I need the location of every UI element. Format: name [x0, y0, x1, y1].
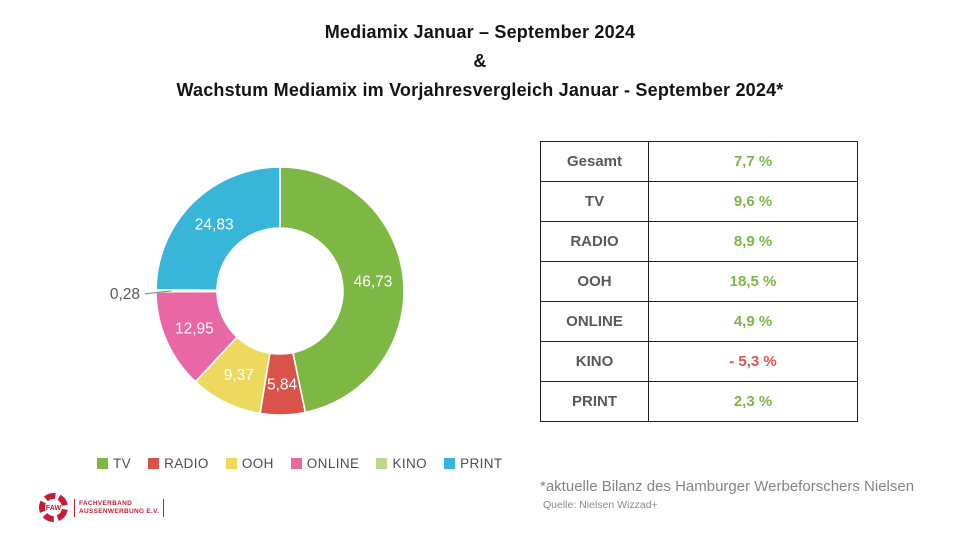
legend-item-radio: RADIO: [148, 456, 209, 471]
table-row: TV 9,6 %: [540, 181, 858, 222]
table-value: - 5,3 %: [648, 341, 858, 382]
footnote-quelle: Quelle: Nielsen Wizzad+: [543, 499, 658, 511]
faw-logo-line2: AUSSENWERBUNG E.V.: [79, 507, 160, 515]
table-category: PRINT: [540, 381, 649, 422]
table-value: 7,7 %: [648, 141, 858, 182]
legend-item-tv: TV: [97, 456, 131, 471]
table-row: ONLINE 4,9 %: [540, 301, 858, 342]
faw-logo: FAW FACHVERBAND AUSSENWERBUNG E.V.: [38, 492, 165, 523]
legend-item-print: PRINT: [444, 456, 503, 471]
title-line-2: &: [473, 51, 487, 71]
table-category: KINO: [540, 341, 649, 382]
legend-label: PRINT: [460, 456, 503, 471]
legend-label: ONLINE: [306, 456, 360, 471]
title-line-1: Mediamix Januar – September 2024: [324, 22, 636, 42]
table-value: 8,9 %: [648, 221, 858, 262]
donut-slice-tv: [279, 166, 405, 414]
legend-swatch-print-icon: [444, 458, 456, 469]
legend-label: RADIO: [164, 456, 209, 471]
legend-item-online: ONLINE: [290, 456, 360, 471]
slice-value-online: 12,95: [175, 321, 214, 338]
slice-value-tv: 46,73: [354, 273, 393, 290]
table-category: RADIO: [540, 221, 649, 262]
table-value: 4,9 %: [648, 301, 858, 342]
donut-slice-print: [155, 166, 281, 292]
faw-logo-line1: FACHVERBAND: [79, 499, 133, 507]
table-category: ONLINE: [540, 301, 649, 342]
table-value: 2,3 %: [648, 381, 858, 422]
table-row: RADIO 8,9 %: [540, 221, 858, 262]
legend-label: KINO: [392, 456, 428, 471]
table-row: PRINT 2,3 %: [540, 381, 858, 422]
title-block: Mediamix Januar – September 2024 & Wachs…: [0, 18, 960, 105]
legend-label: TV: [113, 456, 132, 471]
table-category: Gesamt: [540, 141, 649, 182]
table-row: Gesamt 7,7 %: [540, 141, 858, 182]
mediamix-donut-chart: 46,73 5,84 9,37 12,95 0,28 24,83: [110, 166, 405, 416]
footnote: *aktuelle Bilanz des Hamburger Werbefors…: [540, 478, 914, 511]
table-category: TV: [540, 181, 649, 222]
legend-label: OOH: [241, 456, 274, 471]
leader-line-kino: [144, 290, 173, 295]
legend-swatch-kino-icon: [376, 458, 388, 469]
chart-legend: TV RADIO OOH ONLINE KINO PRINT: [97, 456, 503, 471]
slice-value-print: 24,83: [195, 217, 234, 234]
legend-swatch-ooh-icon: [225, 458, 237, 469]
legend-swatch-online-icon: [290, 458, 302, 469]
legend-swatch-radio-icon: [148, 458, 160, 469]
table-value: 9,6 %: [648, 181, 858, 222]
faw-logo-text: FACHVERBAND AUSSENWERBUNG E.V.: [74, 498, 165, 517]
legend-item-ooh: OOH: [225, 456, 274, 471]
slice-value-kino: 0,28: [110, 286, 140, 303]
table-row: OOH 18,5 %: [540, 261, 858, 302]
svg-text:FAW: FAW: [46, 505, 62, 512]
slice-value-ooh: 9,37: [224, 367, 254, 384]
legend-swatch-tv-icon: [97, 458, 108, 469]
table-category: OOH: [540, 261, 649, 302]
footnote-source: *aktuelle Bilanz des Hamburger Werbefors…: [540, 478, 915, 495]
table-value: 18,5 %: [648, 261, 858, 302]
slice-value-radio: 5,84: [267, 377, 298, 394]
title-line-3: Wachstum Mediamix im Vorjahresvergleich …: [176, 80, 784, 100]
legend-item-kino: KINO: [376, 456, 427, 471]
table-row: KINO - 5,3 %: [540, 341, 858, 382]
growth-table: Gesamt 7,7 % TV 9,6 % RADIO 8,9 % OOH 18,5 % ONL…: [540, 141, 858, 422]
faw-logo-emblem-icon: FAW: [39, 493, 68, 522]
